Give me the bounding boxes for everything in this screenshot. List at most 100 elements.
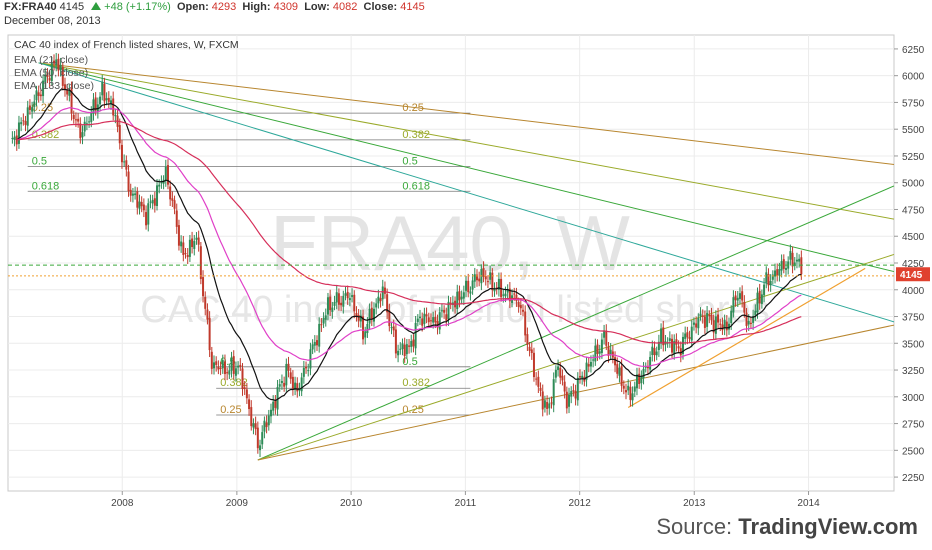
candle-body	[412, 339, 415, 347]
fan-line	[257, 253, 895, 461]
candle-body	[252, 423, 255, 428]
candle-body	[68, 90, 71, 96]
candle-body	[33, 101, 36, 107]
candle-body	[131, 193, 134, 196]
candle-body	[215, 361, 218, 365]
candle-body	[173, 200, 176, 209]
x-tick-label: 2008	[111, 498, 134, 509]
candle-body	[388, 310, 391, 327]
fib-level-label-right: 0.382	[402, 377, 430, 389]
high-label: High:	[242, 1, 271, 13]
candle-body	[140, 201, 143, 207]
x-tick-label: 2009	[226, 498, 249, 509]
candle-body	[458, 291, 461, 301]
fib-level-label-right: 0.25	[402, 102, 423, 114]
ema-line-21	[16, 88, 802, 402]
candle-body	[53, 60, 56, 64]
candle-body	[548, 403, 551, 409]
fib-level-label-left: 0.382	[32, 129, 60, 141]
candle-body	[362, 316, 365, 340]
candle-body	[473, 274, 476, 282]
candle-body	[99, 96, 102, 105]
candle-body	[673, 341, 676, 354]
candle-body	[120, 144, 123, 163]
candle-body	[237, 365, 240, 368]
candle-body	[149, 201, 152, 203]
candle-body	[134, 193, 137, 196]
candle-body	[342, 295, 345, 307]
candle-body	[383, 287, 386, 294]
candle-body	[180, 241, 183, 247]
candle-body	[57, 58, 60, 71]
candle-body	[221, 360, 224, 369]
candle-body	[55, 59, 58, 66]
candle-body	[497, 278, 500, 290]
candle-body	[793, 262, 796, 266]
candle-body	[94, 97, 97, 111]
candle-body	[701, 315, 704, 317]
candle-body	[355, 312, 358, 317]
x-tick-label: 2013	[683, 498, 706, 509]
candle-body	[774, 270, 777, 277]
candle-body	[28, 105, 31, 110]
candle-body	[741, 291, 744, 301]
candle-body	[436, 321, 439, 328]
candle-body	[223, 361, 226, 375]
candle-body	[465, 280, 468, 291]
candle-body	[625, 390, 628, 393]
candle-body	[285, 363, 288, 386]
x-tick-label: 2011	[455, 498, 477, 509]
candle-body	[760, 294, 763, 304]
y-tick-label: 2250	[902, 473, 925, 484]
y-tick-label: 4250	[902, 259, 925, 270]
candlesticks	[11, 52, 803, 458]
candle-body	[684, 333, 687, 339]
candle-body	[692, 322, 695, 325]
candle-body	[631, 393, 634, 401]
candle-body	[776, 269, 779, 276]
candle-body	[758, 290, 761, 304]
candle-body	[478, 278, 481, 282]
candle-body	[686, 332, 689, 338]
candle-body	[263, 420, 266, 432]
candle-body	[333, 301, 336, 306]
candle-body	[596, 344, 599, 354]
x-axis: 2008 2009 2010 2011 2012 2013 2014	[111, 491, 820, 509]
candle-body	[695, 323, 698, 328]
candle-body	[294, 382, 297, 390]
fan-line	[38, 62, 895, 220]
candle-body	[13, 136, 16, 140]
candle-body	[151, 199, 154, 204]
candle-body	[427, 317, 430, 323]
candle-body	[46, 72, 49, 78]
candle-body	[675, 339, 678, 345]
candle-body	[307, 370, 310, 372]
candle-body	[730, 310, 733, 323]
candle-body	[539, 387, 542, 391]
candle-body	[649, 356, 652, 370]
candle-body	[552, 379, 555, 406]
open-label: Open:	[176, 1, 209, 13]
candle-body	[462, 292, 465, 299]
candle-body	[239, 364, 242, 367]
y-tick-label: 4000	[902, 286, 925, 297]
ema-line-50	[16, 107, 802, 368]
candle-body	[546, 402, 549, 409]
horizontal-levels	[8, 264, 894, 277]
candle-body	[322, 317, 325, 324]
candle-body	[289, 372, 292, 379]
candle-body	[769, 280, 772, 286]
candle-body	[620, 366, 623, 386]
candle-body	[158, 184, 161, 187]
candle-body	[688, 337, 691, 339]
candle-body	[679, 348, 682, 356]
candle-body	[35, 90, 38, 101]
y-tick-label: 5250	[902, 152, 925, 163]
candle-body	[633, 386, 636, 392]
candle-body	[403, 344, 406, 357]
candle-body	[489, 272, 492, 280]
y-tick-label: 5000	[902, 179, 925, 190]
watermark: FRA40, W CAC 40 index of French listed s…	[140, 199, 769, 331]
candle-body	[114, 114, 117, 117]
